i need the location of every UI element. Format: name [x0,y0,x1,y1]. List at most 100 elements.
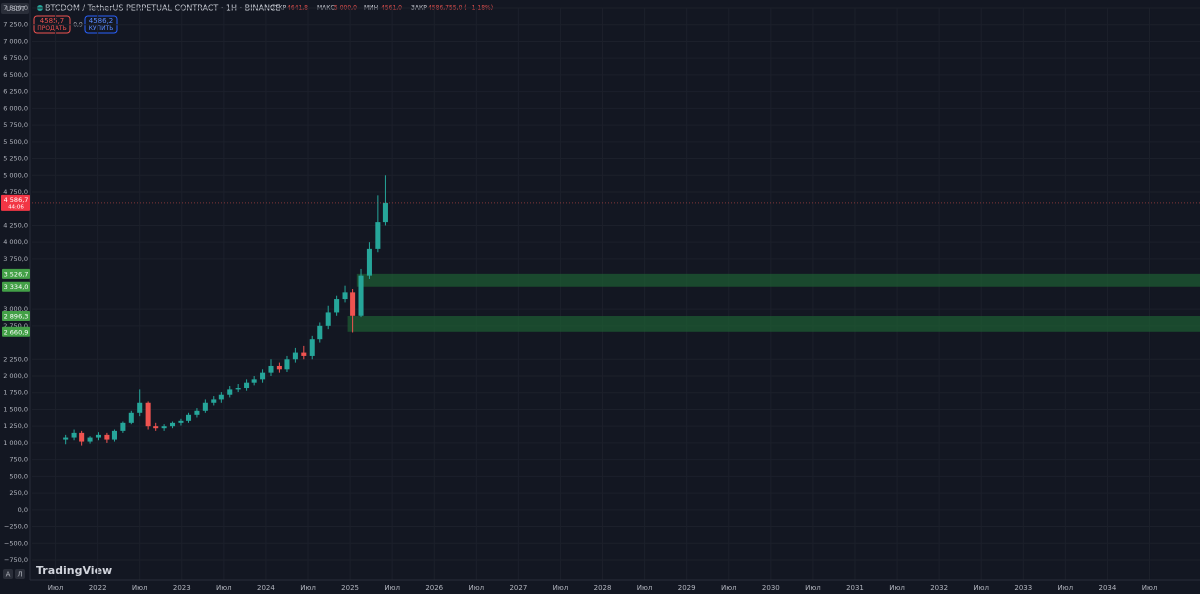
candle-body [71,432,77,438]
y-tick-label: 6 000,0 [3,104,28,112]
y-tick-label: 750,0 [9,456,28,464]
x-tick-label: 2027 [509,584,527,592]
candle-body [145,402,151,427]
x-tick-label: Июл [973,584,989,592]
x-tick-label: Июл [216,584,232,592]
x-tick-label: Июл [1142,584,1158,592]
y-tick-label: 4 250,0 [3,221,28,229]
x-tick-label: Июл [300,584,316,592]
candle-body [350,292,356,316]
candle-body [185,414,192,421]
buy-price: 4586,2 [89,17,114,25]
x-tick-label: 2028 [594,584,612,592]
zone [356,273,1200,287]
candle-body [87,437,93,442]
x-tick-label: Июл [469,584,485,592]
x-tick-label: Июл [637,584,653,592]
candle-body [325,312,331,326]
y-tick-label: 1 250,0 [3,422,28,430]
y-tick-label: 250,0 [9,489,28,497]
countdown: 44:06 [8,204,24,210]
sell-label: ПРОДАТЬ [37,25,66,32]
candle-body [111,430,117,440]
candle-body [309,339,315,356]
x-tick-label: 2032 [930,584,948,592]
candle-body [218,394,224,400]
x-tick-label: 2024 [257,584,275,592]
zone-price-box [2,268,30,279]
zone [347,316,1200,332]
y-tick-label: 5 000,0 [3,171,28,179]
y-tick-label: 1 500,0 [3,405,28,413]
x-tick-label: Июл [721,584,737,592]
x-tick-label: 2031 [846,584,864,592]
y-tick-label: 7 500,0 [3,4,28,12]
y-tick-label: 4 750,0 [3,188,28,196]
candle-body [284,359,290,370]
last-price-box [1,194,30,211]
candle-body [95,434,102,438]
y-tick-label: 2 750,0 [3,322,28,330]
candle-body [120,422,126,431]
y-tick-label: 7 250,0 [3,21,28,29]
x-tick-label: 2034 [1099,584,1117,592]
x-tick-label: 2030 [762,584,780,592]
candle-body [366,248,372,276]
candle-body [382,202,388,223]
y-tick-label: 5 500,0 [3,138,28,146]
candle-body [260,372,266,380]
candle-body [128,412,134,423]
last-price-label: 4 586,7 [4,196,29,204]
x-tick-label: Июл [889,584,905,592]
x-tick-label: 2023 [173,584,191,592]
y-tick-label: 2 000,0 [3,372,28,380]
y-tick-label: 1 000,0 [3,439,28,447]
x-tick-label: Июл [805,584,821,592]
y-tick-label: 6 500,0 [3,71,28,79]
x-tick-label: Июл [1058,584,1074,592]
y-tick-label: 5 250,0 [3,155,28,163]
candle-body [276,365,282,370]
candle-body [79,432,85,442]
candle-body [211,399,217,403]
zone-price-label: 2 896,3 [4,313,29,321]
logo: TradingView [36,564,112,577]
button-label: Л [17,571,22,579]
candle-body [137,402,143,413]
y-tick-label: 2 250,0 [3,355,28,363]
x-tick-label: 2026 [425,584,443,592]
x-tick-label: Июл [384,584,400,592]
candle-body [104,434,110,440]
y-tick-label: 6 250,0 [3,88,28,96]
y-tick-label: 3 000,0 [3,305,28,313]
candle-body [244,382,250,389]
button[interactable] [15,569,25,579]
y-tick-label: −250,0 [4,523,28,531]
candle-body [375,222,381,249]
symbol-box[interactable] [1,3,29,14]
candle-body [63,437,69,440]
candle-body [268,365,274,373]
candle-body [342,292,348,300]
zone-price-label: 3 334,0 [4,283,29,291]
x-tick-label: Июл [132,584,148,592]
y-tick-label: 4 000,0 [3,238,28,246]
zone-price-box [2,311,30,322]
x-tick-label: Июл [553,584,569,592]
button[interactable] [3,569,13,579]
candle-body [227,389,233,395]
candle-body [251,379,257,383]
candle-body [317,325,323,340]
candle-body [292,352,298,360]
y-tick-label: 0,0 [18,506,28,514]
zone-price-label: 3 526,7 [4,270,29,278]
x-tick-label: 2033 [1014,584,1032,592]
x-tick-label: 2025 [341,584,359,592]
candle-body [334,299,340,313]
y-tick-label: 7 000,0 [3,37,28,45]
x-tick-label: 2022 [89,584,107,592]
candle-body [235,388,241,390]
y-tick-label: 500,0 [9,472,28,480]
